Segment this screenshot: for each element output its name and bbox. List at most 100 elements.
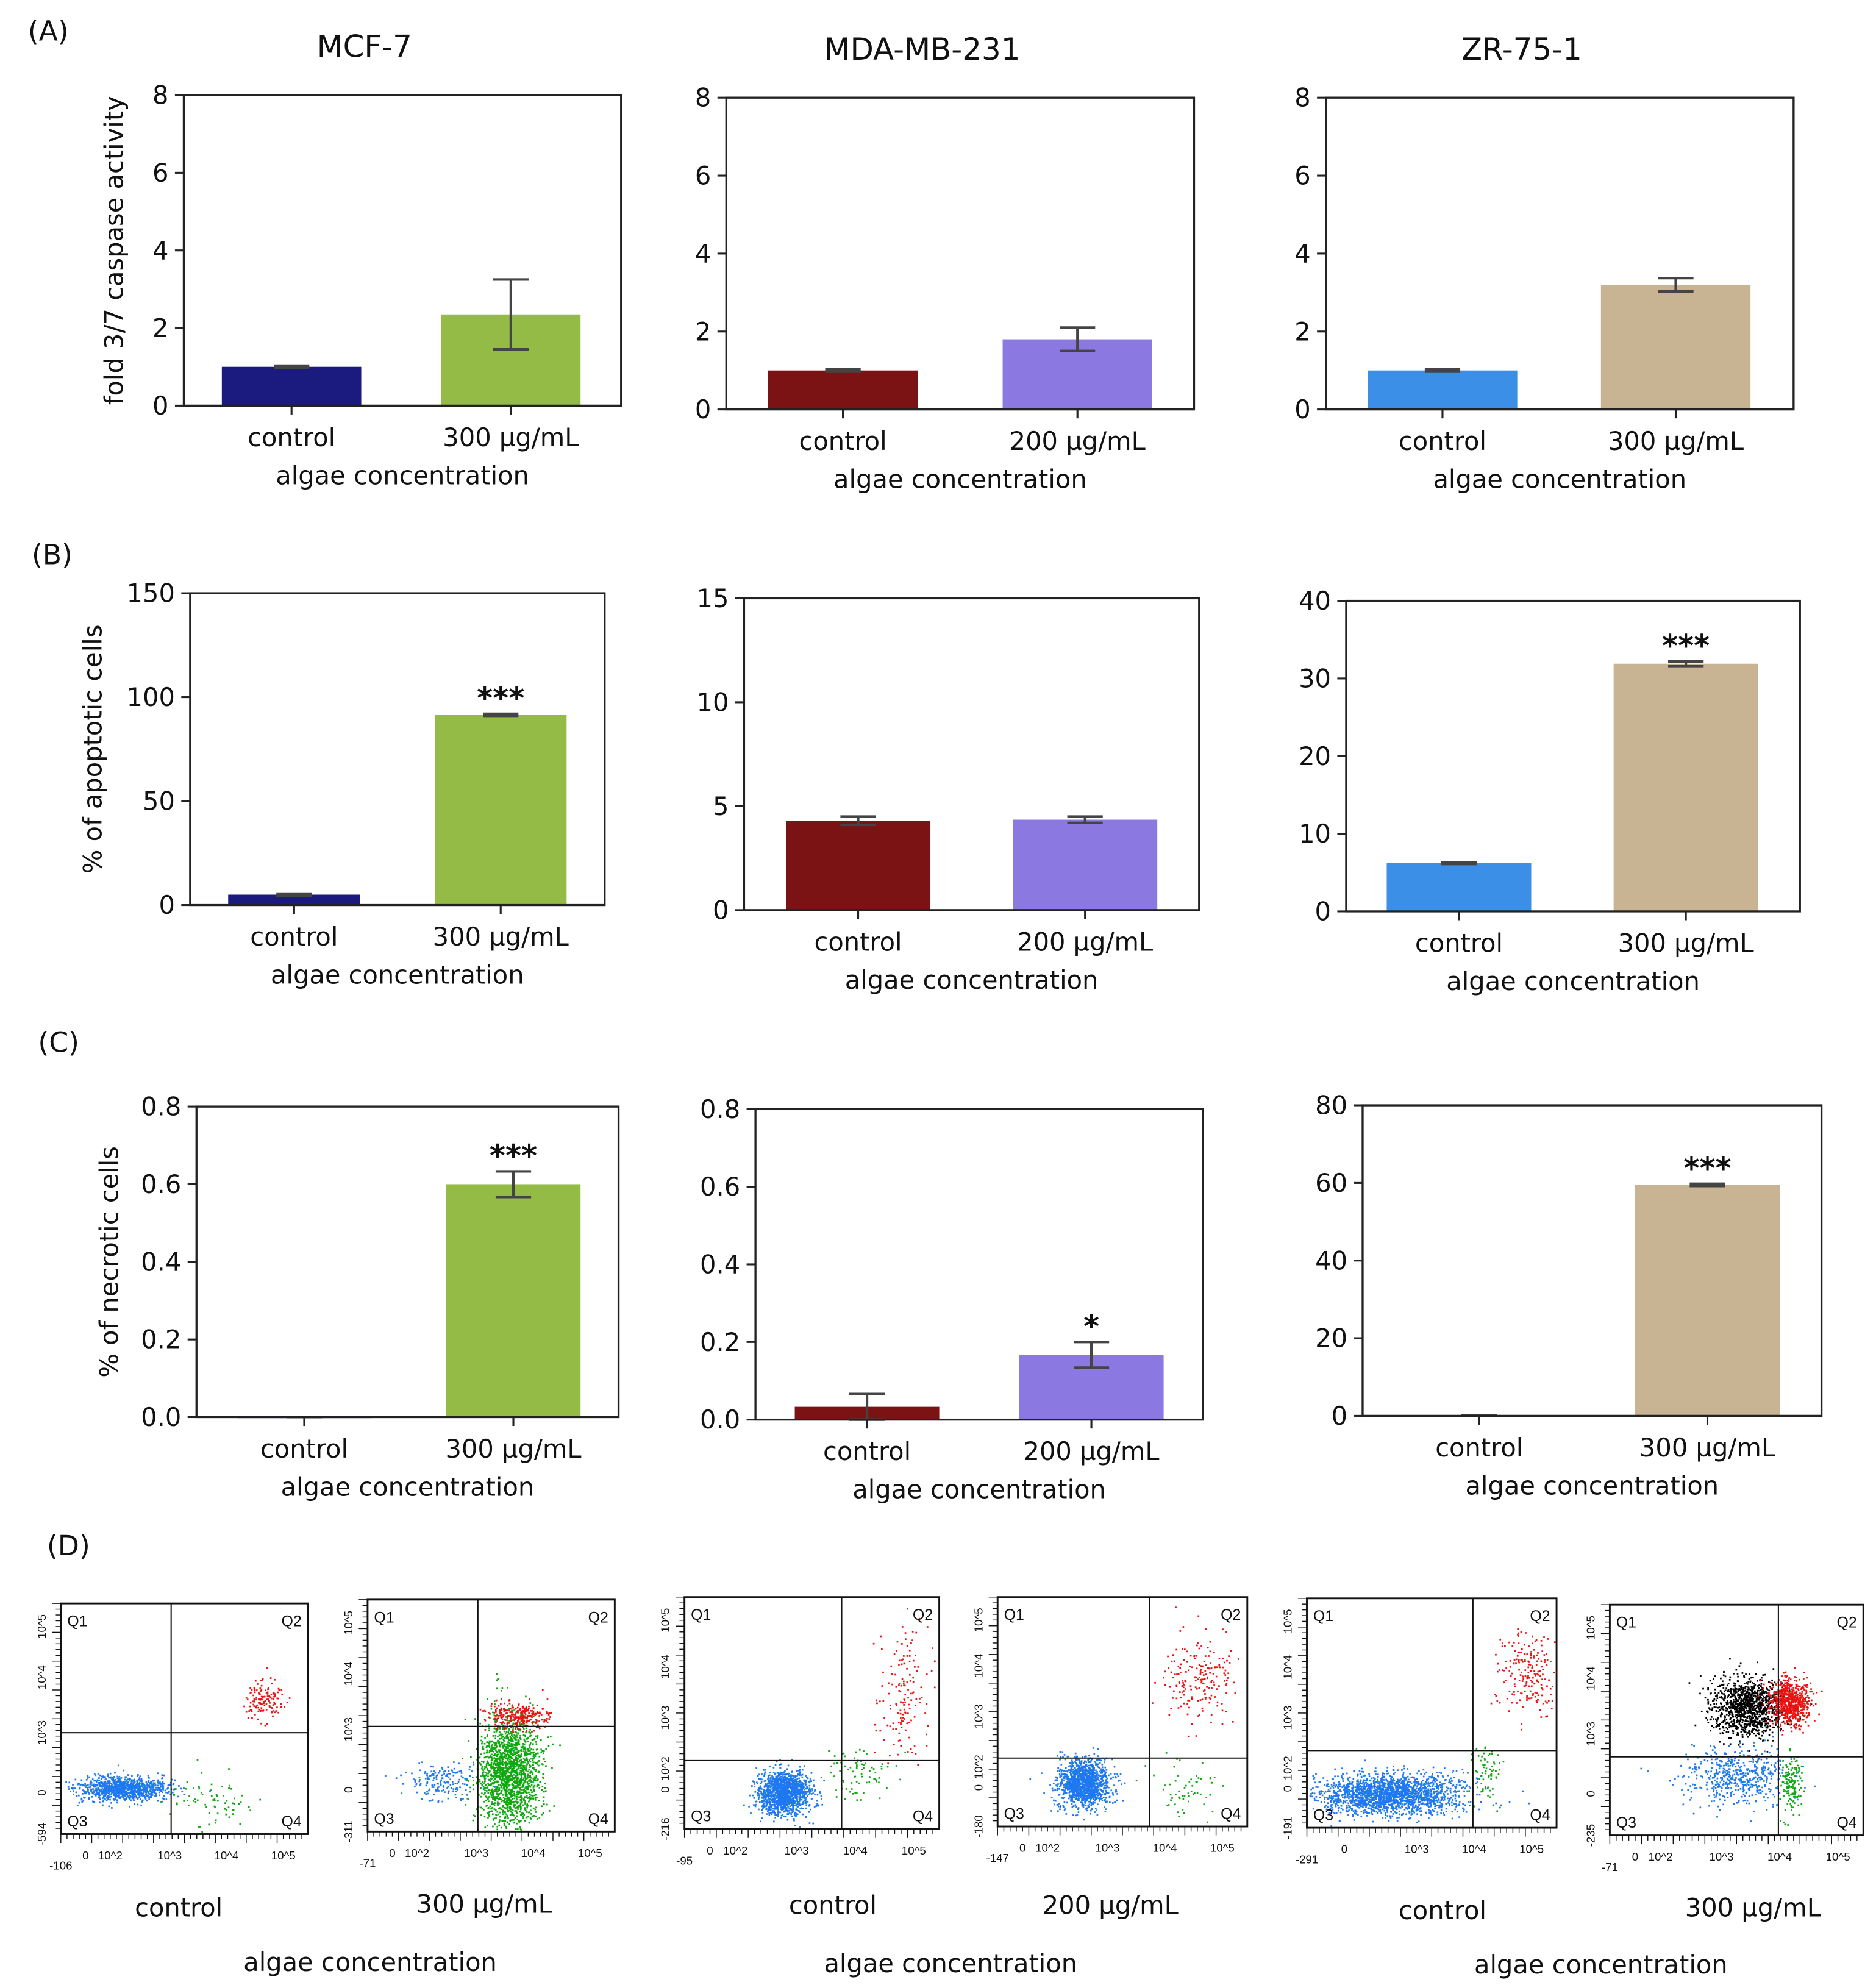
event-dot: [533, 1767, 535, 1769]
event-dot: [495, 1742, 498, 1744]
event-dot: [176, 1802, 178, 1805]
event-dot: [482, 1761, 485, 1764]
event-dot: [146, 1784, 148, 1786]
event-dot: [785, 1816, 787, 1818]
bar: [786, 821, 931, 910]
event-dot: [523, 1720, 526, 1722]
event-dot: [127, 1786, 130, 1789]
event-dot: [129, 1784, 131, 1786]
event-dot: [144, 1796, 146, 1798]
event-dot: [490, 1794, 492, 1795]
event-dot: [510, 1803, 513, 1805]
event-dot: [535, 1719, 538, 1722]
event-dot: [83, 1796, 85, 1798]
event-dot: [527, 1748, 530, 1750]
event-dot: [785, 1795, 788, 1798]
event-dot: [785, 1784, 788, 1786]
event-dot: [513, 1794, 516, 1795]
event-dot: [518, 1761, 520, 1763]
event-dot: [494, 1767, 496, 1769]
event-dot: [496, 1714, 499, 1717]
event-dot: [522, 1786, 524, 1788]
event-dot: [434, 1772, 437, 1774]
event-dot: [129, 1791, 131, 1794]
event-dot: [492, 1818, 494, 1820]
event-dot: [505, 1747, 508, 1750]
event-dot: [511, 1738, 513, 1741]
event-dot: [80, 1797, 83, 1800]
event-dot: [278, 1689, 280, 1691]
event-dot: [473, 1761, 474, 1764]
event-dot: [512, 1723, 515, 1725]
event-dot: [159, 1785, 162, 1787]
event-dot: [433, 1777, 435, 1779]
event-dot: [441, 1790, 443, 1792]
event-dot: [483, 1709, 486, 1712]
event-dot: [111, 1807, 113, 1809]
event-dot: [495, 1796, 497, 1798]
event-dot: [487, 1762, 490, 1764]
event-dot: [516, 1751, 519, 1753]
event-dot: [779, 1764, 781, 1766]
event-dot: [216, 1812, 219, 1815]
event-dot: [481, 1742, 483, 1745]
event-dot: [522, 1770, 524, 1772]
event-dot: [153, 1780, 155, 1781]
x-axis-label: algae concentration: [276, 460, 529, 490]
event-dot: [499, 1773, 502, 1776]
event-dot: [505, 1760, 507, 1762]
event-dot: [529, 1753, 531, 1755]
event-dot: [98, 1784, 101, 1787]
event-dot: [500, 1753, 502, 1755]
event-dot: [108, 1805, 110, 1808]
event-dot: [185, 1787, 187, 1790]
event-dot: [505, 1749, 508, 1752]
chart-title: ZR-75-1: [1461, 32, 1582, 67]
event-dot: [507, 1736, 509, 1738]
event-dot: [87, 1789, 89, 1791]
event-dot: [483, 1752, 486, 1755]
event-dot: [494, 1791, 496, 1792]
event-dot: [521, 1747, 524, 1749]
event-dot: [521, 1716, 523, 1718]
event-dot: [532, 1752, 535, 1754]
event-dot: [805, 1796, 807, 1798]
event-dot: [550, 1712, 552, 1714]
event-dot: [137, 1774, 139, 1776]
event-dot: [500, 1712, 502, 1714]
event-dot: [158, 1789, 160, 1791]
event-dot: [113, 1794, 115, 1796]
panel-label-a: (A): [28, 15, 69, 48]
event-dot: [494, 1764, 497, 1766]
event-dot: [496, 1720, 498, 1722]
event-dot: [789, 1805, 791, 1807]
event-dot: [459, 1786, 461, 1789]
event-dot: [788, 1809, 790, 1812]
event-dot: [482, 1710, 484, 1712]
event-dot: [524, 1753, 527, 1756]
event-dot: [496, 1745, 498, 1748]
event-dot: [543, 1796, 545, 1798]
event-dot: [505, 1772, 508, 1775]
event-dot: [107, 1792, 110, 1794]
event-dot: [104, 1784, 106, 1786]
event-dot: [511, 1789, 513, 1791]
event-dot: [520, 1746, 522, 1748]
event-dot: [502, 1809, 504, 1812]
event-dot: [531, 1758, 533, 1759]
event-dot: [98, 1792, 100, 1794]
event-dot: [429, 1788, 431, 1791]
event-dot: [228, 1787, 230, 1789]
event-dot: [427, 1776, 429, 1778]
event-dot: [181, 1791, 184, 1793]
event-dot: [496, 1673, 498, 1675]
event-dot: [501, 1820, 504, 1822]
event-dot: [516, 1822, 518, 1825]
event-dot: [535, 1806, 537, 1809]
event-dot: [272, 1715, 274, 1717]
event-dot: [766, 1800, 768, 1802]
x-tick-label: control: [260, 1434, 348, 1464]
event-dot: [524, 1768, 527, 1770]
event-dot: [768, 1780, 770, 1783]
event-dot: [507, 1810, 509, 1812]
